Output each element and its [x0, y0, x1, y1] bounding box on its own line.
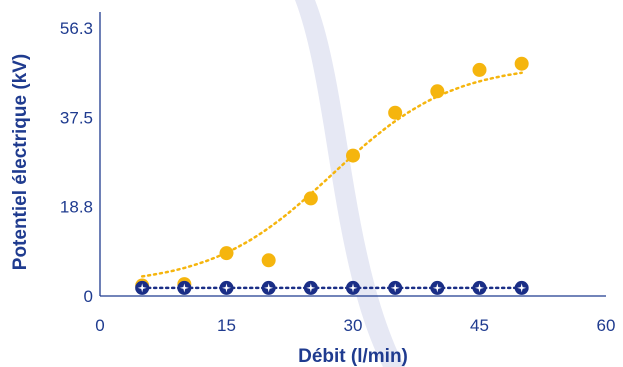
trend-line-0: [140, 71, 523, 278]
data-point-series-1: [135, 280, 150, 295]
data-point-series-1: [388, 280, 403, 295]
data-points: [135, 56, 529, 295]
y-tick-labels: 0 18.8 37.5 56.3: [60, 19, 93, 306]
data-point-series-1: [430, 280, 445, 295]
data-point-series-0: [346, 148, 360, 163]
data-point-series-1: [514, 280, 529, 295]
x-tick-label: 45: [470, 316, 489, 335]
y-tick-label: 56.3: [60, 19, 93, 38]
data-point-series-1: [303, 280, 318, 295]
data-point-series-0: [219, 246, 234, 261]
y-axis-title: Potentiel électrique (kV): [10, 54, 31, 270]
x-tick-label: 0: [95, 316, 104, 335]
x-tick-label: 15: [217, 316, 236, 335]
data-point-series-1: [177, 280, 192, 295]
x-axis-title: Débit (l/min): [298, 346, 408, 367]
data-point-series-0: [472, 62, 487, 77]
data-point-series-0: [514, 56, 529, 71]
data-point-series-1: [261, 280, 276, 295]
data-point-series-0: [388, 105, 403, 120]
x-tick-label: 30: [344, 316, 363, 335]
y-tick-label: 37.5: [60, 108, 93, 127]
x-tick-labels: 0 15 30 45 60: [95, 316, 615, 335]
y-tick-label: 0: [84, 287, 93, 306]
data-point-series-1: [472, 280, 487, 295]
data-point-series-1: [219, 280, 234, 295]
y-tick-label: 18.8: [60, 198, 93, 217]
trend-lines: [140, 71, 523, 290]
decorative-arc: [295, 0, 405, 367]
x-tick-label: 60: [597, 316, 616, 335]
data-point-series-0: [261, 253, 276, 268]
data-point-series-0: [303, 191, 318, 206]
data-point-series-1: [346, 280, 360, 295]
data-point-series-0: [430, 84, 445, 99]
